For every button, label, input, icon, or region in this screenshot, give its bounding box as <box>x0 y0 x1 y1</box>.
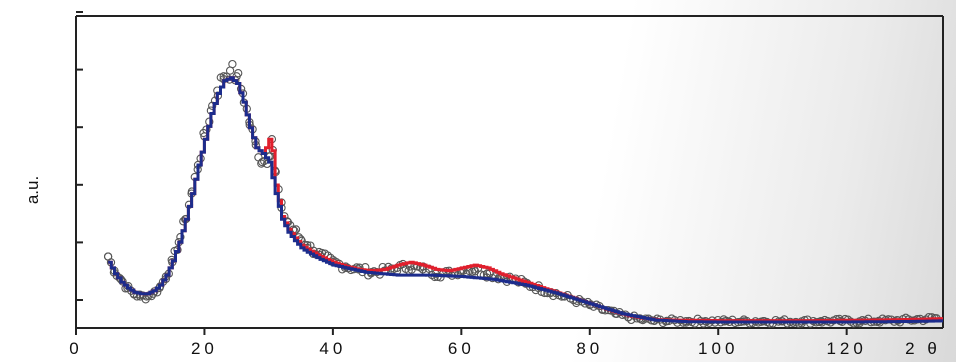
observed-point <box>179 217 188 226</box>
x-tick-label: 0 <box>69 339 82 358</box>
x-tick-label: 60 <box>448 339 475 358</box>
fit-blue-line <box>108 76 943 324</box>
observed-point <box>118 277 127 286</box>
x-tick-label: 80 <box>576 339 603 358</box>
x-tick-label: 20 <box>191 339 218 358</box>
x-tick-label: 120 <box>826 339 866 358</box>
observed-point <box>257 159 266 168</box>
y-axis-label: a.u. <box>23 176 42 204</box>
observed-series <box>103 59 941 328</box>
observed-point <box>103 252 113 261</box>
x-axis-label: 2 θ <box>905 339 941 358</box>
observed-point <box>176 232 185 242</box>
plot-frame <box>75 15 944 329</box>
y-axis-ticks <box>76 11 83 301</box>
x-tick-label: 40 <box>319 339 346 358</box>
observed-point <box>225 66 235 75</box>
x-tick-labels: 0 20 40 60 80 100 120 <box>69 339 866 358</box>
observed-point <box>258 157 267 167</box>
x-tick-label: 100 <box>698 339 738 358</box>
x-axis-ticks <box>75 328 848 335</box>
